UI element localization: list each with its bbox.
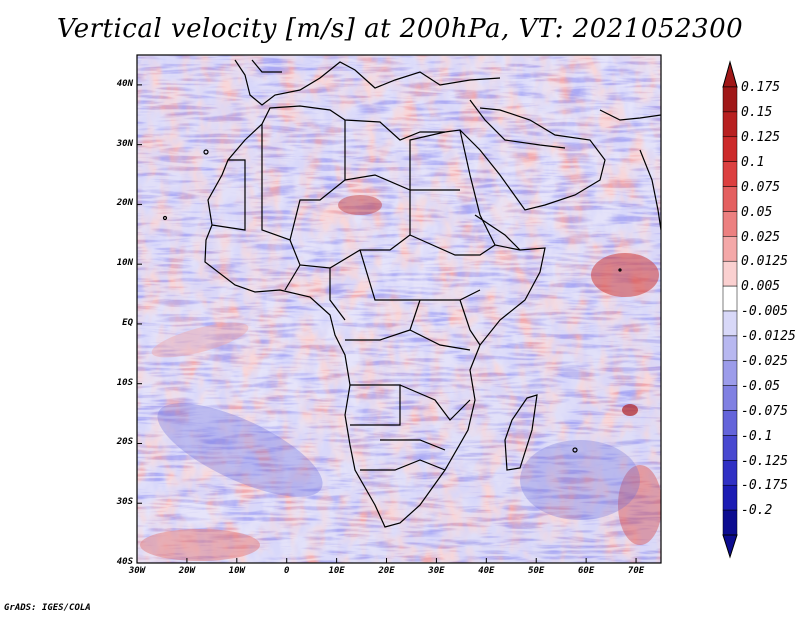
plot-frame [136,54,662,564]
colorbar-segment [722,509,738,536]
colorbar-label: 0.05 [741,204,773,220]
credit-text: GrADS: IGES/COLA [4,603,91,613]
colorbar-segment [722,410,738,436]
colorbar-segment [722,310,738,337]
lon-label: 30E [428,566,445,576]
colorbar-label: -0.075 [741,403,788,419]
colorbar [722,60,738,559]
colorbar-segment [722,186,738,212]
velocity-field [137,55,661,563]
colorbar-label: 0.15 [741,105,773,121]
colorbar-segment [722,435,738,461]
colorbar-label: -0.2 [741,503,773,519]
colorbar-label: 0.175 [741,80,781,96]
lat-label: 20N [116,198,133,209]
lat-label: 40N [116,78,133,89]
colorbar-segment [722,335,738,362]
colorbar-label: -0.0125 [741,329,796,345]
colorbar-label: -0.025 [741,354,788,370]
colorbar-segment [722,161,738,187]
colorbar-label: -0.125 [741,453,788,469]
lat-label: 30S [116,497,133,508]
colorbar-segment [722,285,738,312]
lon-label: 70E [627,566,645,576]
colorbar-label: -0.175 [741,478,788,494]
lat-label: 10N [116,258,133,269]
colorbar-bottom-arrow [722,534,738,559]
lon-label: 10W [228,566,245,576]
lon-label: 60E [578,566,595,576]
colorbar-label: -0.05 [741,378,781,394]
colorbar-segment [722,86,738,113]
lat-label: 10S [116,377,133,388]
lon-label: 30W [128,566,146,576]
colorbar-segment [722,360,738,386]
colorbar-label: 0.005 [741,279,781,295]
lat-label: 30N [116,138,133,149]
colorbar-label: 0.1 [741,154,765,170]
colorbar-segment [722,484,738,511]
colorbar-segment [722,211,738,237]
colorbar-segment [722,111,738,138]
lon-label: 0 [283,566,290,576]
map-title: Vertical velocity [m/s] at 200hPa, VT: 2… [56,14,744,44]
lon-label: 10E [328,566,345,576]
colorbar-label: 0.0125 [741,254,788,270]
colorbar-segment [722,236,738,262]
lon-label: 20E [378,566,395,576]
colorbar-label: -0.1 [741,428,773,444]
coastlines [162,59,661,528]
colorbar-label: -0.005 [741,304,788,320]
lat-label: 40S [116,557,133,567]
colorbar-top-arrow [722,60,738,88]
lon-label: 20W [178,566,196,576]
colorbar-segment [722,260,738,287]
colorbar-segment [722,385,738,411]
colorbar-segment [722,460,738,486]
lat-label: 20S [116,437,133,448]
colorbar-segment [722,136,738,162]
lon-label: 40E [478,566,495,576]
colorbar-label: 0.075 [741,179,781,195]
axis-ticks [136,84,637,564]
colorbar-label: 0.125 [741,130,781,146]
lon-label: 50E [528,566,545,576]
lat-label: EQ [122,317,133,328]
colorbar-label: 0.025 [741,229,781,245]
